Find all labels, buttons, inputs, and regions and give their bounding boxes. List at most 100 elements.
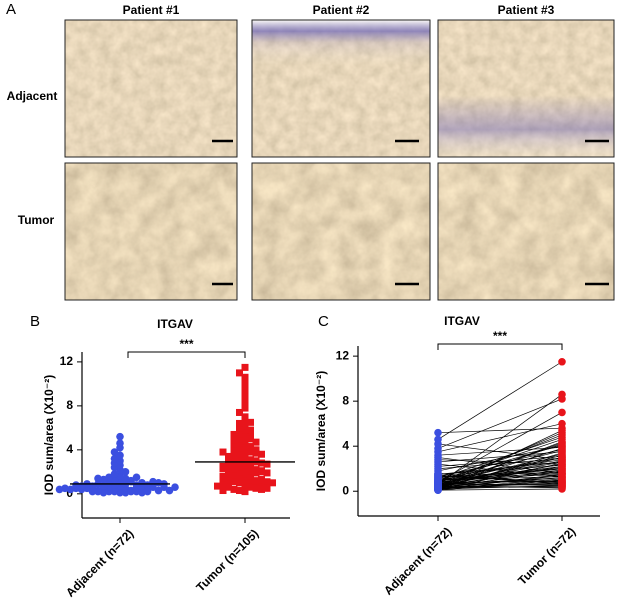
pair-line: [437, 488, 563, 491]
significance-bracket: [437, 343, 563, 350]
data-point: [72, 481, 80, 489]
data-point: [258, 481, 265, 489]
data-point: [236, 430, 243, 438]
data-point: [558, 469, 566, 478]
data-point: [236, 419, 243, 427]
data-point: [269, 479, 276, 487]
pair-line: [437, 412, 563, 483]
data-point: [236, 487, 243, 495]
data-point: [219, 480, 227, 488]
data-point: [94, 474, 102, 483]
pair-line: [437, 458, 563, 470]
data-point: [241, 413, 249, 421]
data-point: [252, 484, 260, 492]
data-point: [241, 481, 249, 489]
data-point: [55, 485, 64, 494]
y-tick-label: 8: [66, 398, 73, 412]
data-point: [247, 462, 254, 470]
data-point: [236, 444, 243, 452]
pair-line: [437, 454, 563, 489]
pair-line: [437, 361, 563, 440]
pair-line: [437, 475, 563, 490]
pair-line: [437, 398, 563, 449]
data-point: [219, 474, 227, 482]
data-point: [241, 477, 249, 485]
data-point: [252, 438, 260, 446]
data-point: [558, 424, 566, 432]
data-point: [247, 447, 254, 455]
pair-line: [437, 394, 563, 485]
data-point: [241, 422, 249, 430]
data-point: [110, 448, 119, 456]
data-point: [247, 426, 254, 434]
data-point: [236, 450, 243, 458]
data-point: [241, 433, 249, 441]
pair-line: [437, 444, 563, 481]
data-point: [558, 357, 566, 366]
data-point: [247, 472, 254, 480]
data-point: [434, 477, 442, 485]
pair-line: [437, 457, 563, 482]
pair-line: [437, 455, 563, 467]
data-point: [225, 461, 232, 469]
data-point: [241, 417, 249, 425]
pair-line: [437, 446, 563, 456]
data-point: [143, 487, 152, 496]
micrograph: [65, 20, 237, 157]
pair-line: [437, 475, 563, 484]
data-point: [241, 404, 249, 412]
panel-label: C: [318, 313, 329, 330]
data-point: [558, 479, 566, 488]
x-tick-label: Tumor (n=105): [193, 526, 261, 594]
pair-line: [437, 483, 563, 489]
data-point: [258, 459, 265, 467]
y-tick-label: 12: [60, 354, 74, 368]
data-point: [165, 486, 174, 495]
data-point: [219, 462, 227, 470]
x-tick-label: Tumor (n=72): [515, 524, 578, 587]
micrograph: [438, 163, 614, 300]
pair-line: [437, 459, 563, 479]
data-point: [225, 483, 232, 491]
y-axis-label: IOD sum/area (X10⁻²): [314, 371, 328, 491]
row-label: Tumor: [18, 213, 55, 227]
data-point: [127, 476, 135, 485]
data-point: [252, 457, 260, 465]
data-point: [171, 483, 179, 492]
data-point: [225, 479, 232, 487]
frames: [64, 19, 615, 301]
data-point: [88, 487, 97, 496]
data-point: [110, 454, 119, 463]
column-label: Patient #3: [498, 3, 555, 17]
data-point: [558, 390, 566, 399]
column-label: Patient #1: [123, 3, 180, 17]
pair-line: [437, 448, 563, 488]
data-point: [241, 441, 249, 449]
data-point: [263, 484, 271, 492]
data-point: [230, 465, 238, 473]
pair-line: [437, 459, 563, 465]
data-point: [214, 482, 221, 490]
data-point: [219, 487, 227, 495]
stain-band: [438, 20, 614, 157]
data-point: [230, 430, 238, 438]
data-point: [236, 463, 243, 471]
panel-label: A: [6, 1, 16, 18]
data-point: [230, 440, 238, 448]
data-point: [247, 467, 254, 475]
data-point: [230, 471, 238, 479]
annotation: ***: [179, 337, 193, 351]
x-tick-label: Adjacent (n=72): [63, 526, 136, 599]
data-point: [132, 473, 141, 482]
y-tick-label: 8: [342, 393, 349, 407]
data-point: [241, 363, 249, 371]
data-point: [558, 453, 566, 462]
data-point: [258, 450, 265, 458]
data-point: [241, 437, 249, 445]
data-point: [258, 467, 265, 475]
data-point: [263, 460, 271, 468]
data-point: [116, 439, 124, 448]
data-point: [241, 461, 249, 469]
data-point: [143, 481, 152, 489]
